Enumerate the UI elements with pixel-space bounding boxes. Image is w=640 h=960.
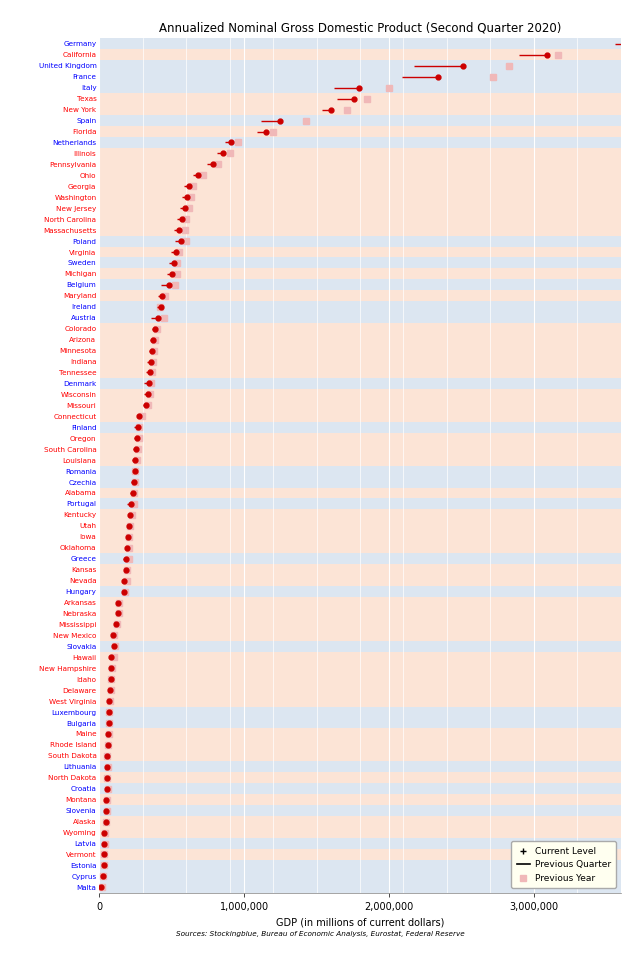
Bar xyxy=(99,882,621,893)
Bar xyxy=(99,849,621,860)
Bar xyxy=(99,290,621,301)
Bar xyxy=(99,137,621,148)
Bar xyxy=(99,159,621,170)
Bar xyxy=(99,356,621,367)
Bar xyxy=(99,421,621,433)
Bar xyxy=(99,630,621,641)
Bar xyxy=(99,476,621,488)
Bar xyxy=(99,192,621,203)
Bar xyxy=(99,345,621,356)
X-axis label: GDP (in millions of current dollars): GDP (in millions of current dollars) xyxy=(276,918,444,927)
Bar xyxy=(99,761,621,772)
Bar xyxy=(99,772,621,783)
Bar xyxy=(99,93,621,104)
Bar xyxy=(99,871,621,882)
Bar xyxy=(99,608,621,619)
Bar xyxy=(99,312,621,324)
Bar xyxy=(99,444,621,455)
Bar xyxy=(99,838,621,849)
Bar xyxy=(99,378,621,389)
Bar xyxy=(99,279,621,290)
Bar xyxy=(99,367,621,378)
Bar xyxy=(99,104,621,115)
Bar xyxy=(99,49,621,60)
Bar xyxy=(99,115,621,126)
Bar xyxy=(99,510,621,520)
Bar xyxy=(99,247,621,257)
Bar xyxy=(99,126,621,137)
Bar xyxy=(99,783,621,794)
Bar xyxy=(99,619,621,630)
Bar xyxy=(99,257,621,269)
Bar xyxy=(99,641,621,652)
Bar xyxy=(99,805,621,816)
Bar xyxy=(99,542,621,553)
Bar xyxy=(99,400,621,411)
Bar xyxy=(99,225,621,235)
Bar xyxy=(99,324,621,334)
Bar xyxy=(99,816,621,828)
Bar xyxy=(99,488,621,498)
Bar xyxy=(99,38,621,49)
Bar xyxy=(99,455,621,466)
Bar xyxy=(99,214,621,225)
Bar xyxy=(99,696,621,707)
Bar xyxy=(99,170,621,180)
Bar xyxy=(99,739,621,751)
Bar xyxy=(99,684,621,696)
Bar xyxy=(99,180,621,192)
Bar xyxy=(99,794,621,805)
Bar xyxy=(99,674,621,684)
Bar xyxy=(99,707,621,717)
Bar xyxy=(99,587,621,597)
Text: Sources: Stockingblue, Bureau of Economic Analysis, Eurostat, Federal Reserve: Sources: Stockingblue, Bureau of Economi… xyxy=(175,931,465,937)
Bar xyxy=(99,83,621,93)
Bar xyxy=(99,203,621,214)
Bar xyxy=(99,466,621,476)
Bar xyxy=(99,148,621,159)
Bar xyxy=(99,751,621,761)
Bar xyxy=(99,71,621,83)
Bar xyxy=(99,828,621,838)
Bar xyxy=(99,553,621,564)
Legend: Current Level, Previous Quarter, Previous Year: Current Level, Previous Quarter, Previou… xyxy=(511,841,616,888)
Bar xyxy=(99,531,621,542)
Bar xyxy=(99,652,621,662)
Bar xyxy=(99,564,621,575)
Bar xyxy=(99,520,621,531)
Bar xyxy=(99,729,621,739)
Bar xyxy=(99,269,621,279)
Bar xyxy=(99,717,621,729)
Bar xyxy=(99,60,621,71)
Bar xyxy=(99,597,621,608)
Bar xyxy=(99,334,621,345)
Bar xyxy=(99,662,621,674)
Bar xyxy=(99,498,621,510)
Bar xyxy=(99,575,621,587)
Title: Annualized Nominal Gross Domestic Product (Second Quarter 2020): Annualized Nominal Gross Domestic Produc… xyxy=(159,21,561,35)
Bar xyxy=(99,411,621,421)
Bar xyxy=(99,235,621,247)
Bar xyxy=(99,389,621,400)
Bar xyxy=(99,301,621,312)
Bar xyxy=(99,860,621,871)
Bar xyxy=(99,433,621,444)
